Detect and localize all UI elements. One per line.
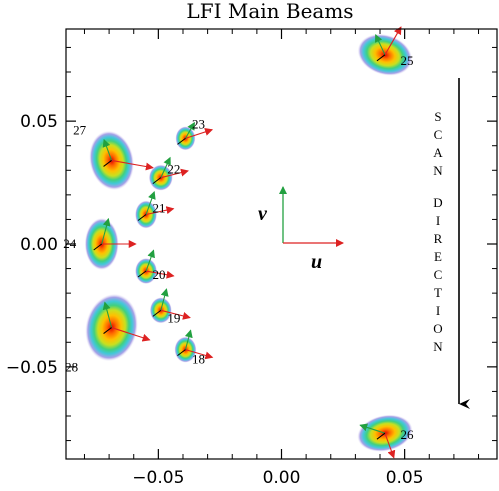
beam-18: 18 — [174, 329, 214, 367]
beam-u-axis-arrow — [145, 270, 175, 279]
x-tick-label: −0.05 — [132, 468, 184, 488]
beam-label: 26 — [400, 427, 414, 442]
beam-black-tick — [137, 270, 147, 278]
beam-v-axis-arrow — [145, 191, 156, 215]
beam-u-axis-arrow — [160, 309, 191, 320]
beam-u-axis-arrow — [384, 26, 402, 56]
beam-28: 28 — [65, 293, 151, 375]
y-tick-label: −0.05 — [6, 358, 58, 378]
beam-black-tick — [376, 54, 386, 62]
beam-black-tick — [137, 214, 147, 221]
beam-label: 19 — [167, 310, 180, 325]
beam-20: 20 — [135, 249, 175, 285]
beam-v-axis-arrow — [145, 249, 155, 272]
y-tick-label: 0.05 — [20, 112, 58, 132]
beam-u-axis-arrow — [145, 206, 175, 216]
uv-reference-arrows: v u — [258, 186, 344, 273]
beam-black-tick — [152, 309, 162, 317]
beam-label: 27 — [73, 122, 87, 137]
beam-black-tick — [177, 137, 186, 145]
beam-19: 19 — [149, 288, 191, 325]
beam-u-axis-arrow — [384, 433, 396, 459]
beam-22: 22 — [148, 156, 189, 191]
beam-u-axis-arrow — [111, 327, 151, 342]
x-tick-label: 0.05 — [386, 468, 424, 488]
beam-u-axis-arrow — [160, 168, 189, 179]
beam-v-axis-arrow — [102, 301, 113, 328]
x-tick-label: 0.00 — [263, 468, 301, 488]
beam-black-tick — [93, 243, 103, 251]
beam-black-tick — [152, 177, 162, 185]
beam-label: 25 — [400, 53, 413, 68]
beam-label: 23 — [192, 116, 205, 131]
beam-v-axis-arrow — [160, 156, 171, 178]
beam-27: 27 — [73, 122, 154, 191]
beam-21: 21 — [135, 191, 175, 229]
beam-v-axis-arrow — [359, 423, 386, 434]
beam-black-tick — [103, 327, 112, 334]
beam-black-tick — [376, 432, 386, 440]
beam-v-axis-arrow — [160, 288, 169, 311]
beam-v-axis-arrow — [184, 329, 193, 350]
beam-label: 20 — [153, 267, 166, 282]
chart-title: LFI Main Beams — [186, 0, 353, 23]
beam-25: 25 — [357, 26, 413, 76]
ticks-layer: −0.05 0.00 0.05 −0.05 0.00 0.05 — [6, 29, 497, 488]
beam-v-axis-arrow — [184, 121, 195, 139]
beam-u-axis-arrow — [111, 159, 154, 171]
beam-label: 21 — [153, 201, 166, 216]
beam-v-axis-arrow — [374, 33, 386, 56]
u-label: u — [311, 251, 322, 273]
beam-label: 22 — [167, 162, 180, 177]
beam-v-axis-arrow — [101, 217, 111, 245]
beam-black-tick — [103, 160, 112, 167]
beam-black-tick — [177, 349, 186, 357]
beam-u-axis-arrow — [185, 128, 214, 139]
beam-label: 18 — [192, 352, 205, 367]
beam-u-axis-arrow — [185, 349, 214, 360]
beam-v-axis-arrow — [102, 138, 113, 161]
v-label: v — [258, 203, 268, 225]
beam-26: 26 — [357, 414, 414, 459]
y-tick-label: 0.00 — [20, 235, 58, 255]
beam-23: 23 — [175, 116, 214, 151]
